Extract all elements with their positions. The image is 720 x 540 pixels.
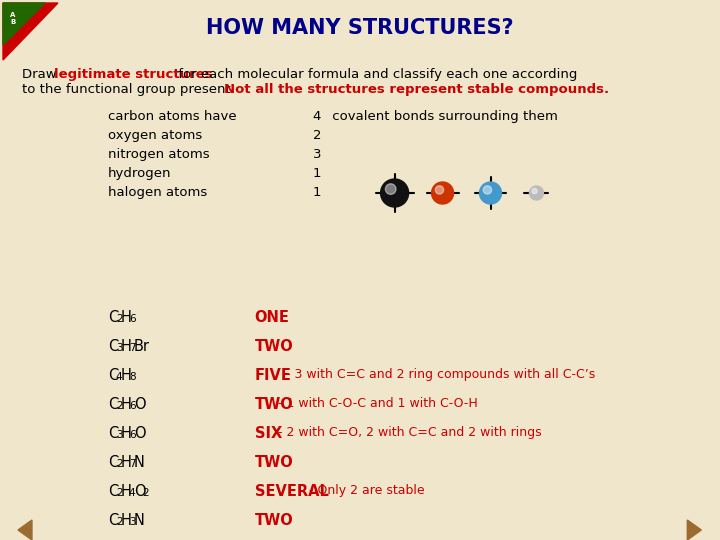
Polygon shape (3, 3, 58, 60)
Text: TWO: TWO (255, 513, 294, 528)
Text: FIVE: FIVE (255, 368, 292, 383)
Text: - 2 with C=O, 2 with C=C and 2 with rings: - 2 with C=O, 2 with C=C and 2 with ring… (278, 426, 541, 439)
Polygon shape (18, 520, 32, 540)
Text: - Only 2 are stable: - Only 2 are stable (310, 484, 425, 497)
Text: C: C (108, 484, 118, 499)
Text: H: H (121, 310, 132, 325)
Text: 2: 2 (116, 459, 122, 469)
Text: 2: 2 (116, 488, 122, 498)
Text: 2: 2 (116, 314, 122, 324)
Text: 8: 8 (129, 372, 135, 382)
Text: C: C (108, 455, 118, 470)
Text: H: H (121, 426, 132, 441)
Text: TWO: TWO (255, 339, 294, 354)
Text: N: N (134, 513, 145, 528)
Text: Not all the structures represent stable compounds.: Not all the structures represent stable … (224, 83, 609, 96)
Text: 1: 1 (312, 167, 321, 180)
Text: O: O (134, 426, 145, 441)
Text: N: N (134, 455, 145, 470)
Text: 3: 3 (129, 517, 135, 527)
Text: 4: 4 (312, 110, 321, 123)
Text: H: H (121, 484, 132, 499)
Circle shape (431, 182, 454, 204)
Text: TWO: TWO (255, 455, 294, 470)
Text: C: C (108, 339, 118, 354)
Text: SIX: SIX (255, 426, 282, 441)
Text: C: C (108, 368, 118, 383)
Polygon shape (3, 3, 45, 45)
Text: 3: 3 (116, 430, 122, 440)
Circle shape (385, 184, 396, 194)
Text: covalent bonds surrounding them: covalent bonds surrounding them (328, 110, 557, 123)
Text: 1: 1 (312, 186, 321, 199)
Text: - 1 with C-O-C and 1 with C-O-H: - 1 with C-O-C and 1 with C-O-H (278, 397, 478, 410)
Polygon shape (688, 520, 701, 540)
Text: Draw: Draw (22, 68, 61, 81)
Text: ONE: ONE (255, 310, 289, 325)
Text: C: C (108, 310, 118, 325)
Text: H: H (121, 368, 132, 383)
Text: 2: 2 (312, 129, 321, 142)
Text: 6: 6 (129, 401, 135, 411)
Text: C: C (108, 513, 118, 528)
Text: oxygen atoms: oxygen atoms (108, 129, 202, 142)
Text: 6: 6 (129, 314, 135, 324)
Text: TWO: TWO (255, 397, 294, 412)
Text: C: C (108, 397, 118, 412)
Text: H: H (121, 397, 132, 412)
Text: HOW MANY STRUCTURES?: HOW MANY STRUCTURES? (206, 18, 513, 38)
Text: SEVERAL: SEVERAL (255, 484, 328, 499)
Text: hydrogen: hydrogen (108, 167, 171, 180)
Text: O: O (134, 484, 145, 499)
Circle shape (381, 179, 408, 207)
Text: carbon atoms have: carbon atoms have (108, 110, 236, 123)
Text: 7: 7 (129, 459, 135, 469)
Text: halogen atoms: halogen atoms (108, 186, 207, 199)
Text: 2: 2 (142, 488, 148, 498)
Text: 2: 2 (116, 517, 122, 527)
Text: to the functional group present.: to the functional group present. (22, 83, 243, 96)
Text: 6: 6 (129, 430, 135, 440)
Text: 7: 7 (129, 343, 135, 353)
Circle shape (480, 182, 502, 204)
Text: 3: 3 (312, 148, 321, 161)
Text: - 3 with C=C and 2 ring compounds with all C-C’s: - 3 with C=C and 2 ring compounds with a… (286, 368, 595, 381)
Text: A
B: A B (10, 12, 15, 25)
Text: Br: Br (134, 339, 150, 354)
Text: O: O (134, 397, 145, 412)
Circle shape (532, 188, 537, 194)
Text: H: H (121, 455, 132, 470)
Text: nitrogen atoms: nitrogen atoms (108, 148, 210, 161)
Circle shape (436, 186, 444, 194)
Text: 3: 3 (116, 343, 122, 353)
Text: 4: 4 (129, 488, 135, 498)
Text: H: H (121, 339, 132, 354)
Text: H: H (121, 513, 132, 528)
Circle shape (529, 186, 544, 200)
Text: legitimate structures: legitimate structures (54, 68, 212, 81)
Circle shape (483, 186, 492, 194)
Text: 4: 4 (116, 372, 122, 382)
Text: C: C (108, 426, 118, 441)
Text: for each molecular formula and classify each one according: for each molecular formula and classify … (174, 68, 577, 81)
Text: 2: 2 (116, 401, 122, 411)
